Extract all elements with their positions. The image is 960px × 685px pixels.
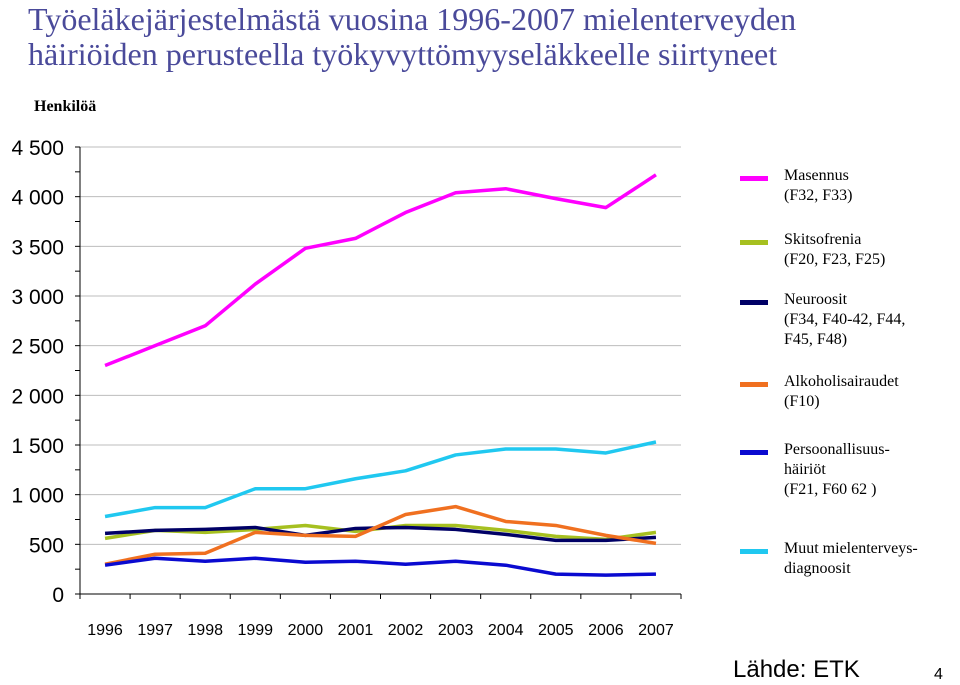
y-tick-label-7: 3 500 [11, 236, 64, 259]
y-tick-label-8: 4 000 [11, 187, 64, 210]
y-axis-unit-label: Henkilöä [34, 98, 97, 115]
grid-layer [80, 146, 681, 545]
chart-title: Työeläkejärjestelmästä vuosina 1996-2007… [28, 1, 797, 72]
source-label: Lähde: ETK [733, 656, 860, 683]
series-line-0 [104, 173, 657, 368]
legend-label-1: Skitsofrenia (F20, F23, F25) [784, 231, 886, 268]
legend-swatch-3 [740, 382, 768, 387]
x-tick-label-1998: 1998 [187, 622, 223, 639]
tick-label-layer: 0 500 1 000 1 500 2 000 2 500 3 000 3 500 4 000 4… [11, 137, 673, 639]
y-tick-label-0: 0 [52, 584, 64, 607]
x-tick-label-2005: 2005 [538, 622, 574, 639]
series-layer [104, 173, 657, 577]
legend-label-4: Persoonallisuus- häiriöt (F21, F60 62 ) [784, 441, 890, 498]
y-tick-label-5: 2 500 [11, 336, 64, 359]
page-number: 4 [934, 666, 943, 683]
x-tick-label-1999: 1999 [237, 622, 273, 639]
x-tick-label-2002: 2002 [388, 622, 424, 639]
series-line-3 [104, 504, 657, 566]
series-line-4 [104, 556, 656, 577]
y-tick-label-2: 1 000 [11, 485, 64, 508]
y-tick-label-4: 2 000 [11, 385, 64, 408]
y-tick-label-6: 3 000 [11, 286, 64, 309]
legend-label-0: Masennus (F32, F33) [784, 167, 853, 204]
legend-swatch-5 [740, 549, 768, 554]
x-tick-label-2003: 2003 [438, 622, 474, 639]
legend-swatch-1 [740, 240, 768, 245]
legend-label-2: Neuroosit (F34, F40-42, F44, F45, F48) [784, 291, 906, 348]
x-tick-label-2007: 2007 [638, 622, 674, 639]
legend-label-5: Muut mielenterveys- diagnoosit [784, 540, 918, 577]
x-tick-label-2004: 2004 [488, 622, 524, 639]
x-tick-label-2000: 2000 [288, 622, 324, 639]
series-line-5 [104, 440, 657, 519]
y-tick-label-1: 500 [29, 534, 64, 557]
legend-swatch-0 [740, 176, 768, 181]
axis-layer [75, 146, 682, 599]
x-tick-label-1996: 1996 [87, 622, 123, 639]
legend-label-3: Alkoholisairaudet (F10) [784, 373, 899, 410]
x-tick-label-2001: 2001 [338, 622, 374, 639]
y-tick-label-9: 4 500 [11, 137, 64, 160]
legend-swatch-2 [740, 300, 768, 305]
x-tick-label-1997: 1997 [137, 622, 173, 639]
series-line-2 [104, 525, 657, 543]
legend-swatch-4 [740, 450, 768, 455]
x-tick-label-2006: 2006 [588, 622, 624, 639]
y-tick-label-3: 1 500 [11, 435, 64, 458]
